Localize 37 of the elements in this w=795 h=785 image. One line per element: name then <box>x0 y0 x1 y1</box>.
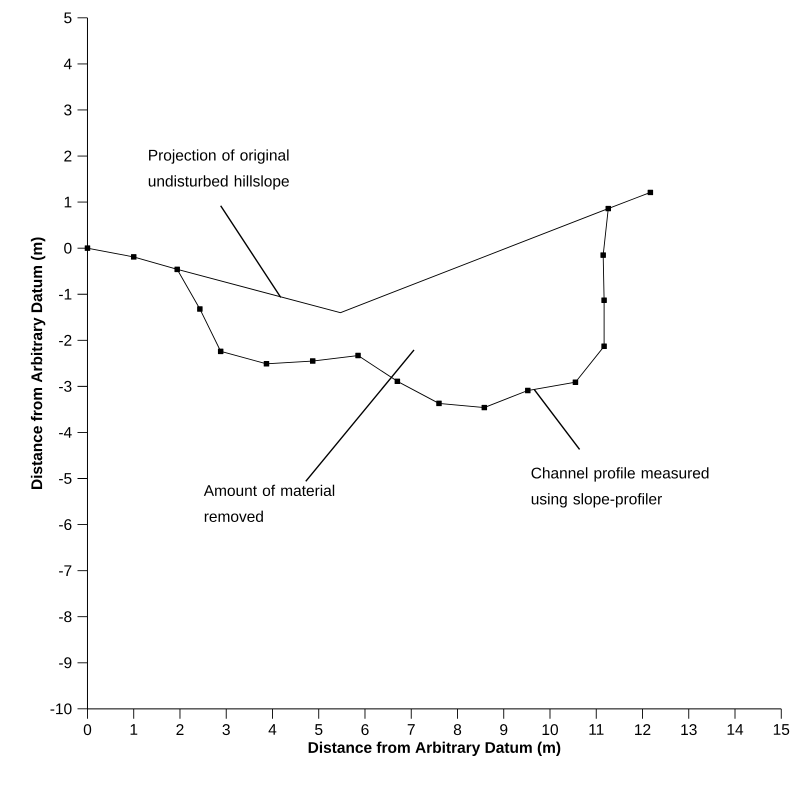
x-tick-label: 0 <box>84 724 92 736</box>
y-tick-label: -1 <box>59 288 72 300</box>
y-tick-label: 2 <box>64 150 72 162</box>
y-tick-label: -10 <box>50 703 72 714</box>
x-tick-label: 8 <box>454 724 462 736</box>
annotation: Channel profile measured using slope-profiler <box>532 467 708 508</box>
y-tick-label: -6 <box>59 519 72 530</box>
x-axis-title: Distance from Arbitrary Datum (m) <box>308 742 560 756</box>
y-tick-label: 0 <box>64 242 72 254</box>
y-tick-label: -4 <box>59 427 72 438</box>
x-tick-label: 9 <box>500 724 508 736</box>
x-tick-label: 1 <box>130 724 138 735</box>
annotation: Projection of original undisturbed hillslope <box>148 149 289 190</box>
y-tick-label: 4 <box>64 58 72 70</box>
x-tick-label: 11 <box>589 724 604 735</box>
x-tick-label: 14 <box>728 724 744 735</box>
y-tick-label: -8 <box>59 611 72 622</box>
y-axis-title: Distance from Arbitrary Datum (m) <box>30 237 46 490</box>
x-tick-label: 5 <box>315 724 322 735</box>
y-tick-label: -3 <box>59 380 72 392</box>
x-tick-label: 4 <box>268 724 276 735</box>
annotation: Amount of material removed <box>204 484 334 522</box>
x-tick-label: 12 <box>635 724 650 735</box>
x-tick-label: 13 <box>681 724 697 736</box>
x-tick-label: 3 <box>222 724 230 736</box>
y-tick-label: 3 <box>64 104 72 116</box>
x-tick-label: 10 <box>542 724 558 736</box>
x-tick-label: 15 <box>774 724 790 735</box>
y-tick-label: -9 <box>59 657 72 668</box>
x-tick-label: 2 <box>176 724 184 735</box>
y-tick-label: -2 <box>59 334 72 346</box>
x-tick-label: 6 <box>361 724 369 736</box>
y-tick-label: -7 <box>59 565 72 576</box>
x-tick-label: 7 <box>408 724 415 735</box>
y-tick-label: -5 <box>59 473 72 484</box>
y-tick-label: 1 <box>64 196 72 208</box>
y-tick-label: 5 <box>64 12 72 24</box>
